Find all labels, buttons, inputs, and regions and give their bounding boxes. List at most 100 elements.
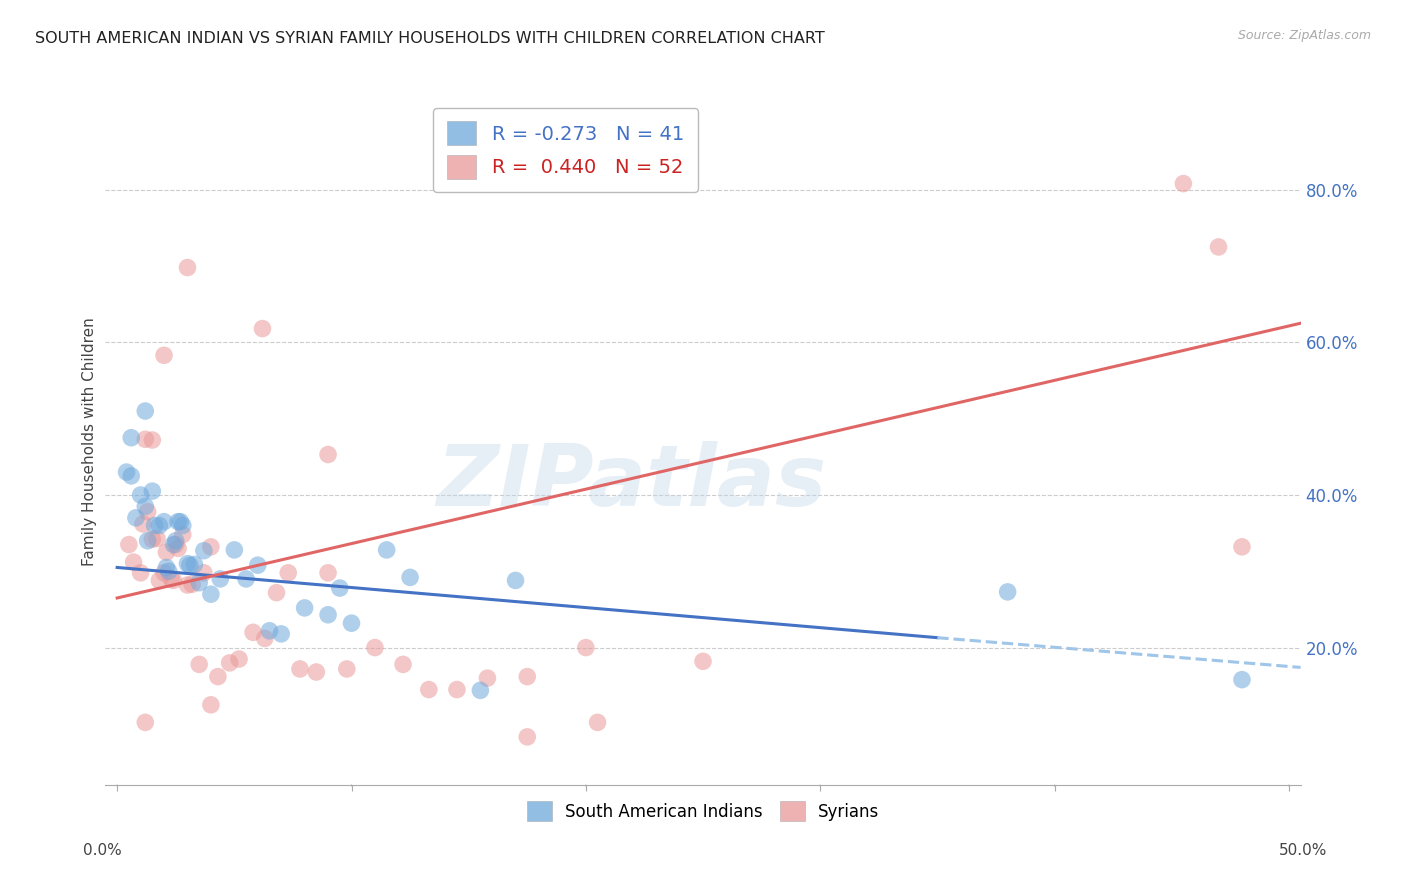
Point xyxy=(270,627,292,641)
Point xyxy=(148,518,170,533)
Point xyxy=(242,625,264,640)
Point xyxy=(134,500,156,514)
Point xyxy=(115,465,138,479)
Point xyxy=(183,558,205,572)
Point xyxy=(516,730,538,744)
Point xyxy=(316,566,339,580)
Point xyxy=(200,587,222,601)
Text: 50.0%: 50.0% xyxy=(1279,843,1327,858)
Point xyxy=(134,432,156,446)
Point xyxy=(148,574,170,588)
Point xyxy=(305,665,328,679)
Point xyxy=(176,557,198,571)
Point xyxy=(153,348,176,362)
Point xyxy=(141,533,163,547)
Point xyxy=(316,448,339,462)
Point xyxy=(132,516,155,531)
Text: 0.0%: 0.0% xyxy=(83,843,122,858)
Point xyxy=(329,581,352,595)
Point xyxy=(172,527,194,541)
Point xyxy=(118,537,141,551)
Point xyxy=(505,574,527,588)
Point xyxy=(586,715,609,730)
Point xyxy=(316,607,339,622)
Point xyxy=(122,555,145,569)
Point xyxy=(1230,540,1253,554)
Point xyxy=(155,560,177,574)
Point xyxy=(252,321,274,335)
Point xyxy=(141,433,163,447)
Point xyxy=(136,533,159,548)
Point xyxy=(188,657,211,672)
Point xyxy=(277,566,299,580)
Point xyxy=(157,564,180,578)
Point xyxy=(146,532,169,546)
Point xyxy=(181,577,204,591)
Point xyxy=(692,654,714,668)
Point xyxy=(209,572,232,586)
Point xyxy=(143,518,166,533)
Point xyxy=(169,515,191,529)
Point xyxy=(516,670,538,684)
Point xyxy=(136,505,159,519)
Point xyxy=(162,537,184,551)
Point xyxy=(165,533,187,548)
Point xyxy=(340,616,363,631)
Legend: South American Indians, Syrians: South American Indians, Syrians xyxy=(520,795,886,828)
Point xyxy=(259,624,281,638)
Point xyxy=(120,469,142,483)
Point xyxy=(167,515,190,529)
Point xyxy=(134,715,156,730)
Point xyxy=(200,698,222,712)
Text: SOUTH AMERICAN INDIAN VS SYRIAN FAMILY HOUSEHOLDS WITH CHILDREN CORRELATION CHAR: SOUTH AMERICAN INDIAN VS SYRIAN FAMILY H… xyxy=(35,31,825,46)
Point xyxy=(200,540,222,554)
Point xyxy=(176,260,198,275)
Point xyxy=(235,572,257,586)
Point xyxy=(392,657,415,672)
Point xyxy=(155,545,177,559)
Point xyxy=(218,656,240,670)
Point xyxy=(336,662,359,676)
Point xyxy=(294,601,316,615)
Point xyxy=(364,640,387,655)
Point xyxy=(1173,177,1195,191)
Point xyxy=(246,558,269,573)
Point xyxy=(125,511,148,525)
Text: Source: ZipAtlas.com: Source: ZipAtlas.com xyxy=(1237,29,1371,42)
Point xyxy=(165,537,187,551)
Point xyxy=(1230,673,1253,687)
Point xyxy=(160,572,183,586)
Point xyxy=(176,578,198,592)
Point xyxy=(997,585,1019,599)
Text: ZIPatlas: ZIPatlas xyxy=(436,442,827,524)
Point xyxy=(253,632,276,646)
Point xyxy=(375,542,398,557)
Point xyxy=(288,662,311,676)
Point xyxy=(167,541,190,556)
Point xyxy=(193,543,215,558)
Point xyxy=(162,574,184,588)
Point xyxy=(477,671,499,685)
Y-axis label: Family Households with Children: Family Households with Children xyxy=(82,318,97,566)
Point xyxy=(228,652,250,666)
Point xyxy=(141,484,163,499)
Point xyxy=(129,566,152,580)
Point xyxy=(266,585,288,599)
Point xyxy=(134,404,156,418)
Point xyxy=(207,670,229,684)
Point xyxy=(153,515,176,529)
Point xyxy=(193,566,215,580)
Point xyxy=(179,558,201,573)
Point xyxy=(1208,240,1230,254)
Point xyxy=(153,566,176,580)
Point xyxy=(172,518,194,533)
Point xyxy=(399,570,422,584)
Point xyxy=(470,683,492,698)
Point xyxy=(120,431,142,445)
Point xyxy=(418,682,440,697)
Point xyxy=(446,682,468,697)
Point xyxy=(575,640,598,655)
Point xyxy=(129,488,152,502)
Point xyxy=(188,575,211,590)
Point xyxy=(224,542,246,557)
